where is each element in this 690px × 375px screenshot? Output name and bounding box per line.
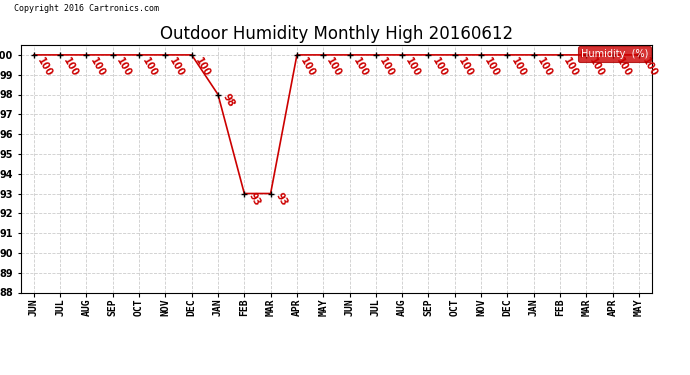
Text: 100: 100 [298,56,317,79]
Text: 100: 100 [324,56,344,79]
Text: 100: 100 [35,56,54,79]
Text: 100: 100 [430,56,448,79]
Text: 93: 93 [247,191,262,207]
Text: 100: 100 [141,56,159,79]
Legend: Humidity  (%): Humidity (%) [578,46,651,62]
Text: 100: 100 [614,56,633,79]
Text: 100: 100 [588,56,607,79]
Text: 100: 100 [114,56,133,79]
Text: 98: 98 [221,92,236,108]
Text: 100: 100 [640,56,659,79]
Text: 100: 100 [404,56,422,79]
Text: 100: 100 [456,56,475,79]
Text: 100: 100 [167,56,186,79]
Text: 100: 100 [351,56,370,79]
Text: 100: 100 [482,56,501,79]
Text: 100: 100 [562,56,580,79]
Text: 100: 100 [61,56,80,79]
Text: 100: 100 [509,56,528,79]
Title: Outdoor Humidity Monthly High 20160612: Outdoor Humidity Monthly High 20160612 [160,26,513,44]
Text: 100: 100 [535,56,554,79]
Text: Copyright 2016 Cartronics.com: Copyright 2016 Cartronics.com [14,4,159,13]
Text: 100: 100 [88,56,107,79]
Text: 100: 100 [193,56,212,79]
Text: 93: 93 [273,191,289,207]
Text: 100: 100 [377,56,396,79]
